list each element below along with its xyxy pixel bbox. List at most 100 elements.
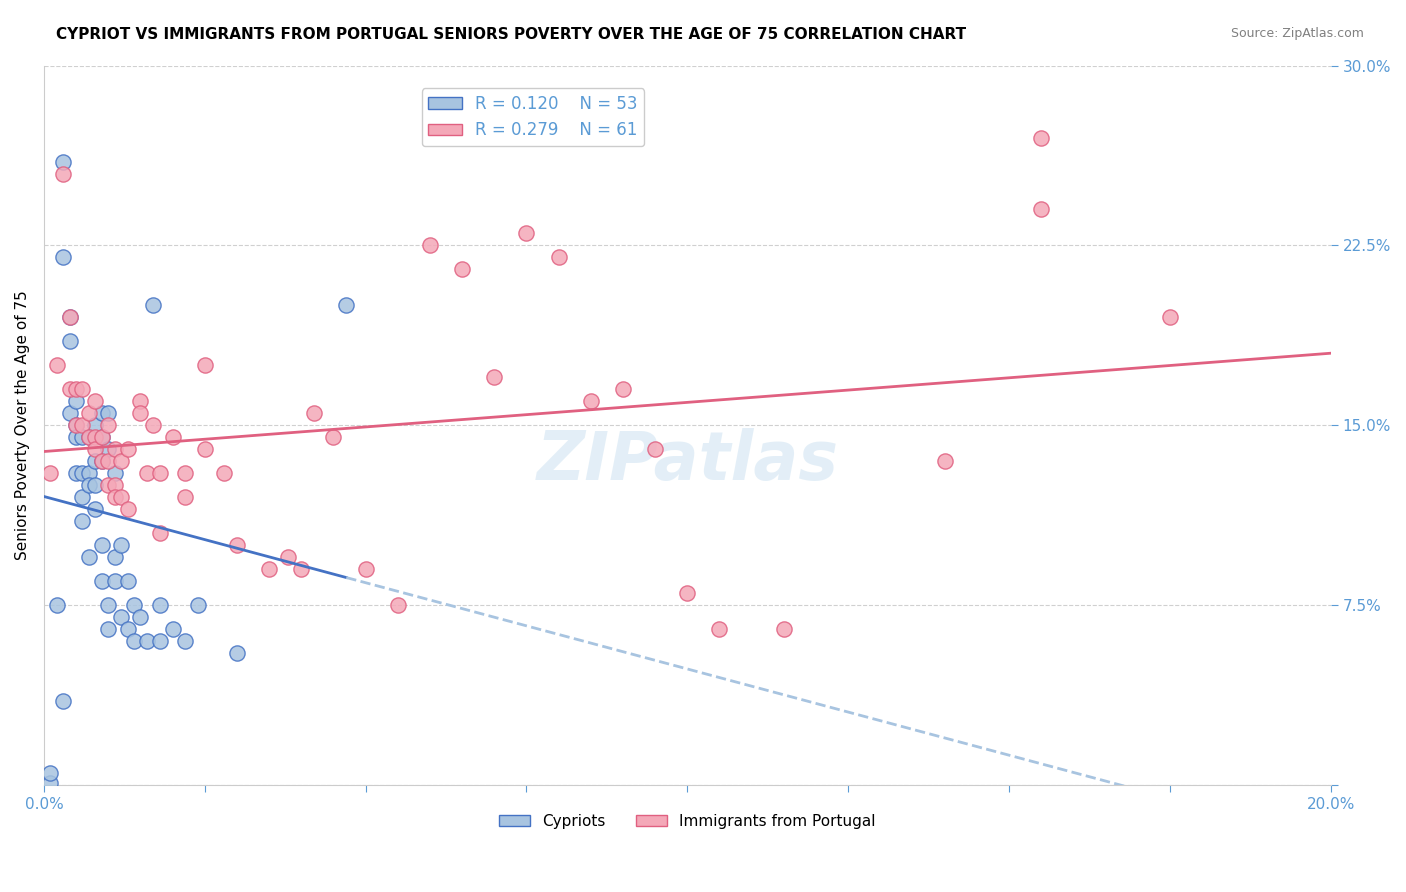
Point: [59, 310, 82, 325]
Point: [65, 430, 87, 444]
Point: [484, 370, 506, 384]
Point: [97, 622, 120, 636]
Point: [122, 634, 145, 648]
Point: [97, 406, 120, 420]
Point: [104, 550, 127, 565]
Point: [225, 646, 247, 660]
Point: [52, 251, 75, 265]
Point: [162, 622, 184, 636]
Point: [174, 467, 197, 481]
Text: CYPRIOT VS IMMIGRANTS FROM PORTUGAL SENIORS POVERTY OVER THE AGE OF 75 CORRELATI: CYPRIOT VS IMMIGRANTS FROM PORTUGAL SENI…: [56, 27, 966, 42]
Point: [110, 610, 132, 624]
Point: [322, 430, 344, 444]
Point: [72, 467, 94, 481]
Point: [52, 694, 75, 708]
Point: [39, 766, 62, 780]
Point: [84, 418, 107, 433]
Point: [676, 586, 699, 600]
Point: [59, 383, 82, 397]
Point: [129, 610, 152, 624]
Point: [104, 491, 127, 505]
Point: [84, 454, 107, 468]
Point: [162, 430, 184, 444]
Point: [90, 454, 112, 468]
Point: [174, 634, 197, 648]
Point: [39, 775, 62, 789]
Point: [65, 394, 87, 409]
Point: [419, 238, 441, 252]
Point: [117, 622, 139, 636]
Point: [104, 574, 127, 589]
Point: [97, 442, 120, 457]
Point: [77, 430, 100, 444]
Point: [84, 430, 107, 444]
Point: [135, 634, 157, 648]
Point: [194, 442, 217, 457]
Point: [709, 622, 731, 636]
Point: [1031, 130, 1053, 145]
Point: [104, 442, 127, 457]
Point: [72, 418, 94, 433]
Point: [90, 430, 112, 444]
Point: [65, 467, 87, 481]
Point: [39, 467, 62, 481]
Point: [257, 562, 280, 576]
Point: [225, 538, 247, 552]
Point: [612, 383, 634, 397]
Point: [451, 262, 474, 277]
Point: [387, 598, 409, 612]
Point: [117, 502, 139, 516]
Point: [72, 383, 94, 397]
Point: [97, 598, 120, 612]
Point: [97, 478, 120, 492]
Point: [149, 598, 172, 612]
Point: [149, 634, 172, 648]
Point: [97, 454, 120, 468]
Point: [77, 467, 100, 481]
Y-axis label: Seniors Poverty Over the Age of 75: Seniors Poverty Over the Age of 75: [15, 291, 30, 560]
Point: [187, 598, 209, 612]
Point: [84, 478, 107, 492]
Point: [65, 418, 87, 433]
Point: [772, 622, 794, 636]
Point: [90, 406, 112, 420]
Point: [149, 467, 172, 481]
Point: [59, 334, 82, 349]
Point: [52, 167, 75, 181]
Point: [1031, 202, 1053, 217]
Point: [90, 454, 112, 468]
Point: [90, 574, 112, 589]
Point: [135, 467, 157, 481]
Point: [84, 442, 107, 457]
Point: [174, 491, 197, 505]
Text: Source: ZipAtlas.com: Source: ZipAtlas.com: [1230, 27, 1364, 40]
Point: [90, 430, 112, 444]
Point: [59, 406, 82, 420]
Point: [354, 562, 377, 576]
Point: [1159, 310, 1181, 325]
Point: [84, 394, 107, 409]
Point: [90, 538, 112, 552]
Point: [72, 491, 94, 505]
Point: [110, 454, 132, 468]
Point: [59, 310, 82, 325]
Point: [77, 478, 100, 492]
Point: [84, 502, 107, 516]
Point: [104, 467, 127, 481]
Point: [934, 454, 956, 468]
Point: [45, 598, 67, 612]
Point: [52, 154, 75, 169]
Point: [149, 526, 172, 541]
Point: [65, 418, 87, 433]
Point: [104, 478, 127, 492]
Point: [129, 394, 152, 409]
Point: [77, 406, 100, 420]
Point: [129, 406, 152, 420]
Point: [77, 430, 100, 444]
Point: [290, 562, 312, 576]
Text: ZIPatlas: ZIPatlas: [536, 428, 838, 494]
Point: [142, 418, 165, 433]
Point: [110, 538, 132, 552]
Point: [72, 514, 94, 528]
Point: [194, 359, 217, 373]
